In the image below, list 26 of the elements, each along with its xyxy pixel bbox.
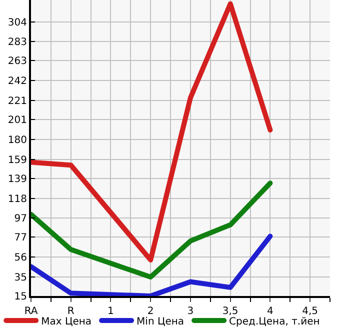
y-tick-label: 118 <box>8 194 27 205</box>
y-tick-label: 15 <box>14 292 27 302</box>
y-tick-label: 201 <box>8 115 27 126</box>
y-tick-label: 139 <box>8 174 27 185</box>
x-tick-label: 4,5 <box>302 306 318 317</box>
y-tick-label: 304 <box>8 17 27 28</box>
x-tick-label: R <box>67 306 74 317</box>
legend-label: Max Цена <box>41 316 92 328</box>
legend-label: Min Цена <box>136 316 184 328</box>
y-tick-label: 159 <box>8 154 27 166</box>
x-tick-label: 3,5 <box>222 306 238 317</box>
legend-label: Сред.Цена, т.йен <box>229 316 320 328</box>
y-tick-label: 283 <box>8 37 27 48</box>
y-tick-label: 97 <box>14 214 27 225</box>
y-tick-label: 221 <box>8 96 27 108</box>
y-tick-label: 35 <box>14 272 27 284</box>
y-tick-label: 242 <box>8 76 27 88</box>
x-tick-label: RA <box>24 306 38 317</box>
x-tick-label: 4 <box>267 306 274 317</box>
x-tick-label: 2 <box>147 306 154 317</box>
y-tick-label: 56 <box>14 252 27 264</box>
y-tick-label: 180 <box>8 134 27 146</box>
y-tick-label: 263 <box>8 56 27 68</box>
y-tick-label: 77 <box>14 232 27 244</box>
x-tick-label: 1 <box>108 306 114 317</box>
x-tick-label: 3 <box>187 306 194 317</box>
